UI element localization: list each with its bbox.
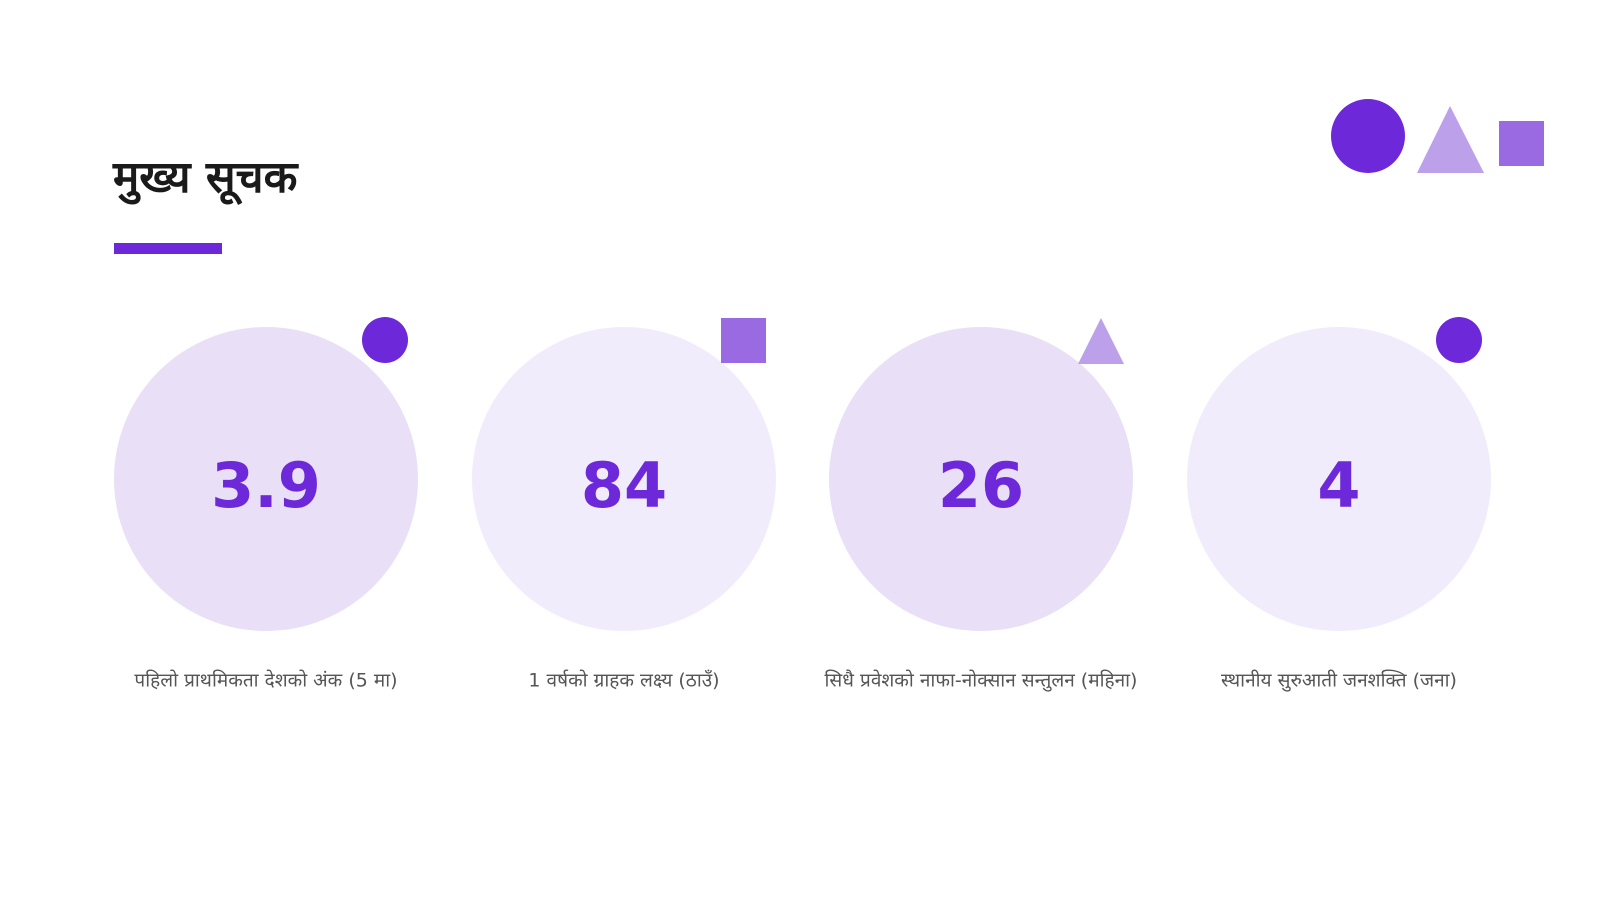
kpi-circle bbox=[114, 327, 418, 631]
kpi-badge bbox=[362, 317, 408, 363]
kpi-value: 26 bbox=[938, 449, 1024, 522]
kpi-card: 4 स्थानीय सुरुआती जनशक्ति (जना) bbox=[1187, 317, 1491, 693]
title-underline bbox=[114, 243, 222, 254]
kpi-label: पहिलो प्राथमिकता देशको अंक (5 मा) bbox=[134, 669, 397, 692]
kpi-card: 3.9 पहिलो प्राथमिकता देशको अंक (5 मा) bbox=[114, 317, 418, 692]
deco-square bbox=[1499, 121, 1544, 166]
kpi-card: 26 सिधै प्रवेशको नाफा-नोक्सान सन्तुलन (म… bbox=[825, 318, 1138, 693]
kpi-value: 4 bbox=[1317, 449, 1360, 522]
deco-triangle bbox=[1417, 106, 1484, 173]
kpi-badge bbox=[721, 318, 766, 363]
kpi-circle bbox=[829, 327, 1133, 631]
kpi-circle bbox=[472, 327, 776, 631]
kpi-badge bbox=[1436, 317, 1482, 363]
kpi-circle bbox=[1187, 327, 1491, 631]
kpi-value: 84 bbox=[581, 449, 667, 522]
title: मुख्य सूचक bbox=[112, 152, 300, 206]
deco-circle bbox=[1331, 99, 1405, 173]
kpi-label: सिधै प्रवेशको नाफा-नोक्सान सन्तुलन (महिन… bbox=[825, 669, 1138, 693]
kpi-label: 1 वर्षको ग्राहक लक्ष्य (ठाउँ) bbox=[528, 669, 719, 692]
kpi-card: 84 1 वर्षको ग्राहक लक्ष्य (ठाउँ) bbox=[472, 318, 776, 692]
kpi-label: स्थानीय सुरुआती जनशक्ति (जना) bbox=[1221, 669, 1457, 693]
kpi-value: 3.9 bbox=[211, 449, 321, 522]
kpi-badge bbox=[1078, 318, 1124, 364]
